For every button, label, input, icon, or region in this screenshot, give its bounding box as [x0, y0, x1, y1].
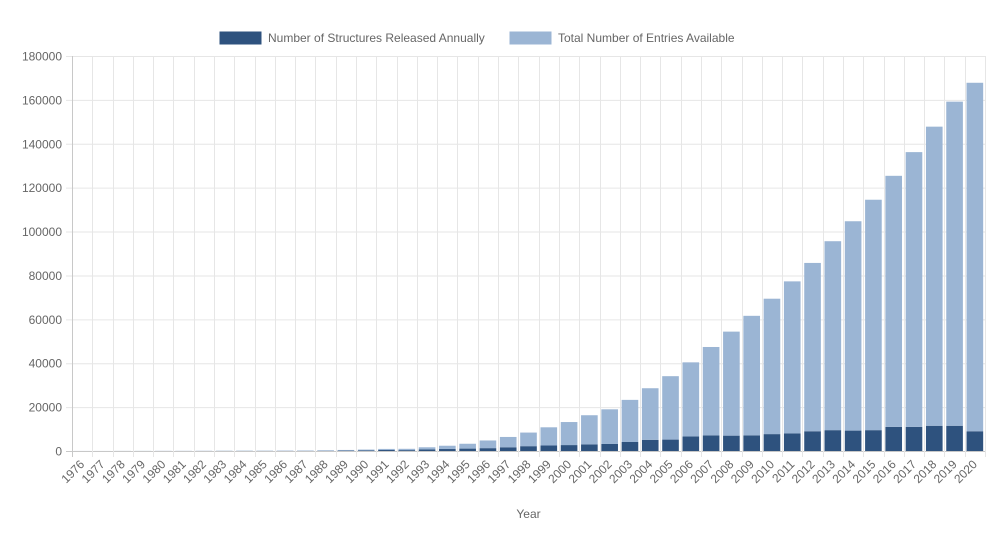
- legend-label-total[interactable]: Total Number of Entries Available: [558, 31, 735, 45]
- bar-total-2016[interactable]: [885, 175, 903, 427]
- bar-total-1998[interactable]: [520, 432, 537, 447]
- bar-annual-1990[interactable]: [357, 450, 375, 451]
- bar-annual-2019[interactable]: [946, 425, 963, 451]
- bar-annual-2012[interactable]: [804, 431, 821, 451]
- y-tick-label: 160000: [22, 93, 62, 107]
- bar-annual-2000[interactable]: [560, 445, 578, 451]
- bar-annual-2005[interactable]: [662, 439, 679, 451]
- grid-lines: [66, 56, 986, 457]
- bar-total-2011[interactable]: [783, 281, 801, 434]
- bar-annual-1997[interactable]: [499, 447, 517, 451]
- bar-total-1999[interactable]: [540, 427, 558, 446]
- bar-annual-2004[interactable]: [641, 439, 659, 451]
- bar-total-2015[interactable]: [865, 199, 882, 431]
- bar-annual-1993[interactable]: [418, 449, 436, 451]
- bar-total-1990[interactable]: [357, 449, 375, 451]
- bar-total-1996[interactable]: [479, 440, 497, 449]
- bar-total-2004[interactable]: [641, 388, 659, 440]
- y-tick-label: 80000: [29, 269, 63, 283]
- legend-swatch-total[interactable]: [508, 30, 553, 46]
- bar-total-2019[interactable]: [946, 101, 963, 426]
- bar-total-1989[interactable]: [337, 449, 355, 451]
- bar-total-2005[interactable]: [662, 376, 679, 440]
- bar-annual-2008[interactable]: [723, 435, 740, 451]
- legend-swatch-annual[interactable]: [218, 30, 263, 46]
- bar-total-2000[interactable]: [560, 422, 578, 446]
- bar-annual-2010[interactable]: [763, 434, 781, 451]
- legend-label-annual[interactable]: Number of Structures Released Annually: [268, 31, 485, 45]
- bar-total-2007[interactable]: [702, 346, 720, 436]
- x-tick-label: 2020: [951, 457, 980, 486]
- bar-total-1991[interactable]: [378, 448, 395, 451]
- bar-total-1993[interactable]: [418, 447, 436, 450]
- bar-total-2012[interactable]: [804, 262, 821, 432]
- bar-total-1997[interactable]: [499, 436, 517, 448]
- bar-total-2003[interactable]: [621, 399, 639, 443]
- bar-total-2017[interactable]: [905, 152, 923, 427]
- bar-annual-2015[interactable]: [865, 430, 882, 451]
- bar-total-2013[interactable]: [824, 241, 842, 431]
- y-tick-label: 120000: [22, 181, 62, 195]
- bar-annual-2002[interactable]: [601, 443, 618, 451]
- bars: [73, 82, 984, 451]
- y-tick-label: 140000: [22, 137, 62, 151]
- bar-total-2001[interactable]: [581, 415, 598, 445]
- bar-annual-1991[interactable]: [378, 450, 395, 451]
- bar-total-1988[interactable]: [317, 450, 334, 451]
- bar-annual-1996[interactable]: [479, 448, 497, 451]
- bar-annual-2006[interactable]: [682, 436, 700, 451]
- bar-total-2010[interactable]: [763, 298, 781, 435]
- bar-total-1994[interactable]: [439, 445, 456, 450]
- bar-annual-1994[interactable]: [439, 449, 456, 451]
- bar-annual-1992[interactable]: [398, 450, 416, 451]
- bar-total-2009[interactable]: [743, 315, 760, 436]
- y-tick-label: 100000: [22, 225, 62, 239]
- bar-total-1995[interactable]: [459, 443, 476, 449]
- bar-annual-2018[interactable]: [925, 425, 943, 451]
- bar-annual-2017[interactable]: [905, 426, 923, 451]
- y-tick-label: 60000: [29, 313, 63, 327]
- bar-annual-2003[interactable]: [621, 442, 639, 451]
- bar-total-2014[interactable]: [844, 221, 862, 431]
- bar-annual-2016[interactable]: [885, 426, 903, 451]
- y-tick-label: 20000: [29, 401, 63, 415]
- bar-total-2020[interactable]: [966, 82, 984, 432]
- bar-annual-2001[interactable]: [581, 444, 598, 451]
- bar-total-1992[interactable]: [398, 448, 416, 451]
- bar-annual-2009[interactable]: [743, 435, 760, 451]
- bar-annual-2011[interactable]: [783, 433, 801, 451]
- bar-annual-2014[interactable]: [844, 430, 862, 451]
- bar-total-2008[interactable]: [723, 331, 740, 436]
- y-tick-label: 180000: [22, 50, 62, 64]
- x-axis-title: Year: [516, 507, 540, 521]
- y-tick-label: 40000: [29, 357, 63, 371]
- bar-total-2006[interactable]: [682, 362, 700, 437]
- bar-annual-1998[interactable]: [520, 446, 537, 451]
- y-tick-label: 0: [55, 445, 62, 459]
- bar-total-2002[interactable]: [601, 409, 618, 444]
- bar-annual-1995[interactable]: [459, 448, 476, 451]
- legend[interactable]: Number of Structures Released Annually T…: [218, 30, 735, 46]
- bar-annual-2013[interactable]: [824, 430, 842, 451]
- bar-total-2018[interactable]: [925, 126, 943, 426]
- bar-annual-1999[interactable]: [540, 445, 558, 451]
- bar-annual-2007[interactable]: [702, 435, 720, 451]
- bar-annual-2020[interactable]: [966, 431, 984, 451]
